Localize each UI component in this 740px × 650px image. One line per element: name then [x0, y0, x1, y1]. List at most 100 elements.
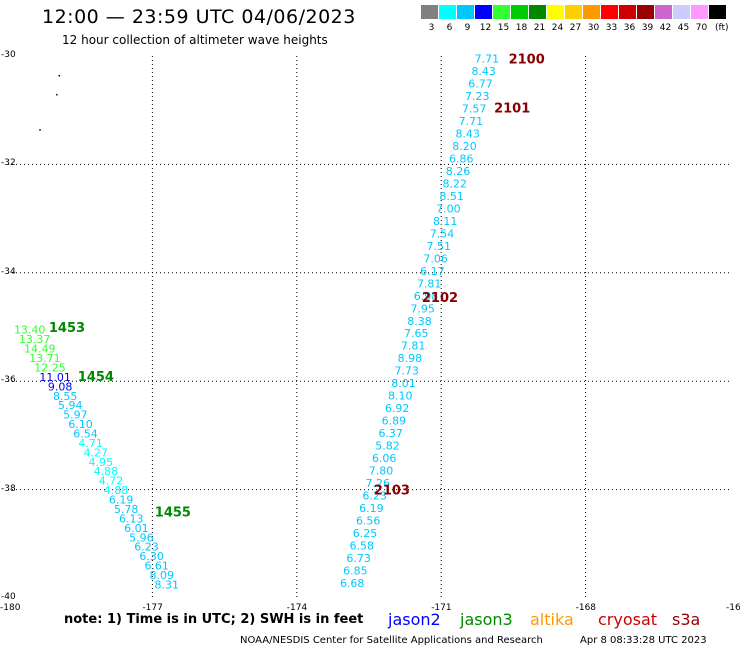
swh-value: 4.95 — [89, 456, 114, 469]
swh-value: 6.92 — [385, 402, 410, 415]
swh-value: 8.09 — [150, 569, 175, 582]
lat-tick-label: -34 — [1, 266, 16, 277]
swh-value: 8.51 — [439, 190, 464, 203]
lat-lon-grid — [7, 55, 731, 599]
swh-value: 6.23 — [362, 490, 387, 503]
scale-swatch — [691, 5, 708, 19]
swh-value: 8.11 — [433, 215, 458, 228]
lon-tick-label: -168 — [575, 603, 597, 613]
scale-label: 45 — [677, 23, 690, 33]
swh-value: 6.01 — [124, 522, 149, 535]
track-time-label: 1454 — [78, 370, 114, 385]
satellite-name: jason2 — [388, 610, 441, 629]
track-time-label: 2100 — [509, 53, 545, 68]
swh-value: 5.82 — [375, 440, 400, 453]
scale-swatch — [457, 5, 474, 19]
scale-swatch — [475, 5, 492, 19]
swh-value: 6.61 — [144, 560, 169, 573]
swh-value: 4.27 — [83, 446, 108, 459]
page-title: 12:00 — 23:59 UTC 04/06/2023 — [42, 6, 356, 28]
page-subtitle: 12 hour collection of altimeter wave hei… — [62, 33, 328, 47]
swh-value: 8.22 — [443, 178, 468, 191]
credit-line: NOAA/NESDIS Center for Satellite Applica… — [240, 635, 543, 646]
swh-value: 7.54 — [430, 227, 455, 240]
scale-label: 6 — [446, 23, 453, 33]
swh-value: 8.10 — [388, 390, 413, 403]
swh-value: 8.38 — [407, 315, 432, 328]
swh-value: 6.37 — [378, 427, 403, 440]
swh-value: 4.71 — [78, 437, 103, 450]
lat-tick-label: -40 — [1, 592, 16, 602]
swh-value: 7.57 — [462, 103, 487, 116]
swh-value: 6.10 — [68, 418, 93, 431]
land-specks — [39, 74, 61, 131]
swh-value: 5.96 — [129, 531, 154, 544]
swh-value: 7.26 — [366, 477, 391, 490]
swh-value: 8.43 — [471, 65, 496, 78]
swh-value: 7.73 — [394, 365, 419, 378]
scale-swatch — [547, 5, 564, 19]
satellite-name: jason3 — [460, 610, 513, 629]
scale-swatch — [511, 5, 528, 19]
swh-value: 6.06 — [372, 452, 397, 465]
swh-value: 7.71 — [459, 115, 484, 128]
scale-label: 18 — [515, 23, 528, 33]
island-speck — [56, 93, 58, 96]
lon-tick-label: -16 — [726, 603, 740, 613]
scale-label: 70 — [695, 23, 708, 33]
track-time-label: 2101 — [494, 102, 530, 117]
lat-tick-label: -32 — [1, 158, 16, 169]
swh-value: 6.17 — [420, 265, 445, 278]
swh-value: 7.51 — [427, 240, 452, 253]
scale-swatch — [709, 5, 726, 19]
swh-value: 7.80 — [369, 465, 394, 478]
swh-value: 5.97 — [63, 409, 88, 422]
scale-swatch — [655, 5, 672, 19]
lon-tick-label: -174 — [286, 603, 308, 613]
scale-label: 39 — [641, 23, 654, 33]
swh-value: 6.68 — [340, 577, 365, 590]
footnote: note: 1) Time is in UTC; 2) SWH is in fe… — [64, 612, 364, 627]
scale-label: 3 — [428, 23, 435, 33]
swh-value: 7.65 — [404, 327, 429, 340]
scale-label: 21 — [533, 23, 546, 33]
scale-swatch — [637, 5, 654, 19]
track-time-label: 2103 — [374, 484, 410, 499]
swh-value: 7.23 — [465, 90, 490, 103]
swh-value: 7.81 — [417, 277, 442, 290]
swh-value: 7.95 — [410, 302, 435, 315]
swh-value: 6.13 — [119, 512, 144, 525]
swh-value: 8.31 — [155, 578, 180, 591]
island-speck — [58, 74, 61, 77]
lon-tick-label: -177 — [142, 603, 163, 613]
swh-value: 12.25 — [34, 361, 66, 374]
swh-value: 8.98 — [398, 352, 423, 365]
scale-label: 36 — [623, 23, 636, 33]
swh-value: 8.26 — [446, 165, 471, 178]
swh-value: 6.19 — [359, 502, 384, 515]
scale-swatch — [601, 5, 618, 19]
swh-value: 8.01 — [391, 377, 416, 390]
scale-swatch — [439, 5, 456, 19]
swh-value: 6.25 — [353, 527, 378, 540]
track-time-label: 2102 — [422, 291, 458, 306]
swh-value: 6.54 — [73, 428, 98, 441]
swh-value: 4.88 — [94, 465, 119, 478]
scale-label: 27 — [569, 23, 582, 33]
lon-tick-label: -171 — [431, 603, 452, 613]
lon-tick-label: -180 — [0, 603, 21, 613]
swh-value: 13.71 — [29, 352, 61, 365]
island-speck — [39, 129, 41, 131]
scale-swatch — [565, 5, 582, 19]
lat-tick-label: -30 — [1, 50, 16, 60]
swh-value: 6.56 — [356, 514, 381, 527]
swh-value: 8.55 — [53, 390, 78, 403]
plot-frame — [7, 55, 731, 599]
swh-value: 8.20 — [452, 140, 477, 153]
satellite-name: cryosat — [598, 610, 658, 629]
swh-value: 6.86 — [449, 153, 474, 166]
scale-label: 15 — [497, 23, 510, 33]
scale-swatch — [529, 5, 546, 19]
scale-swatch — [619, 5, 636, 19]
